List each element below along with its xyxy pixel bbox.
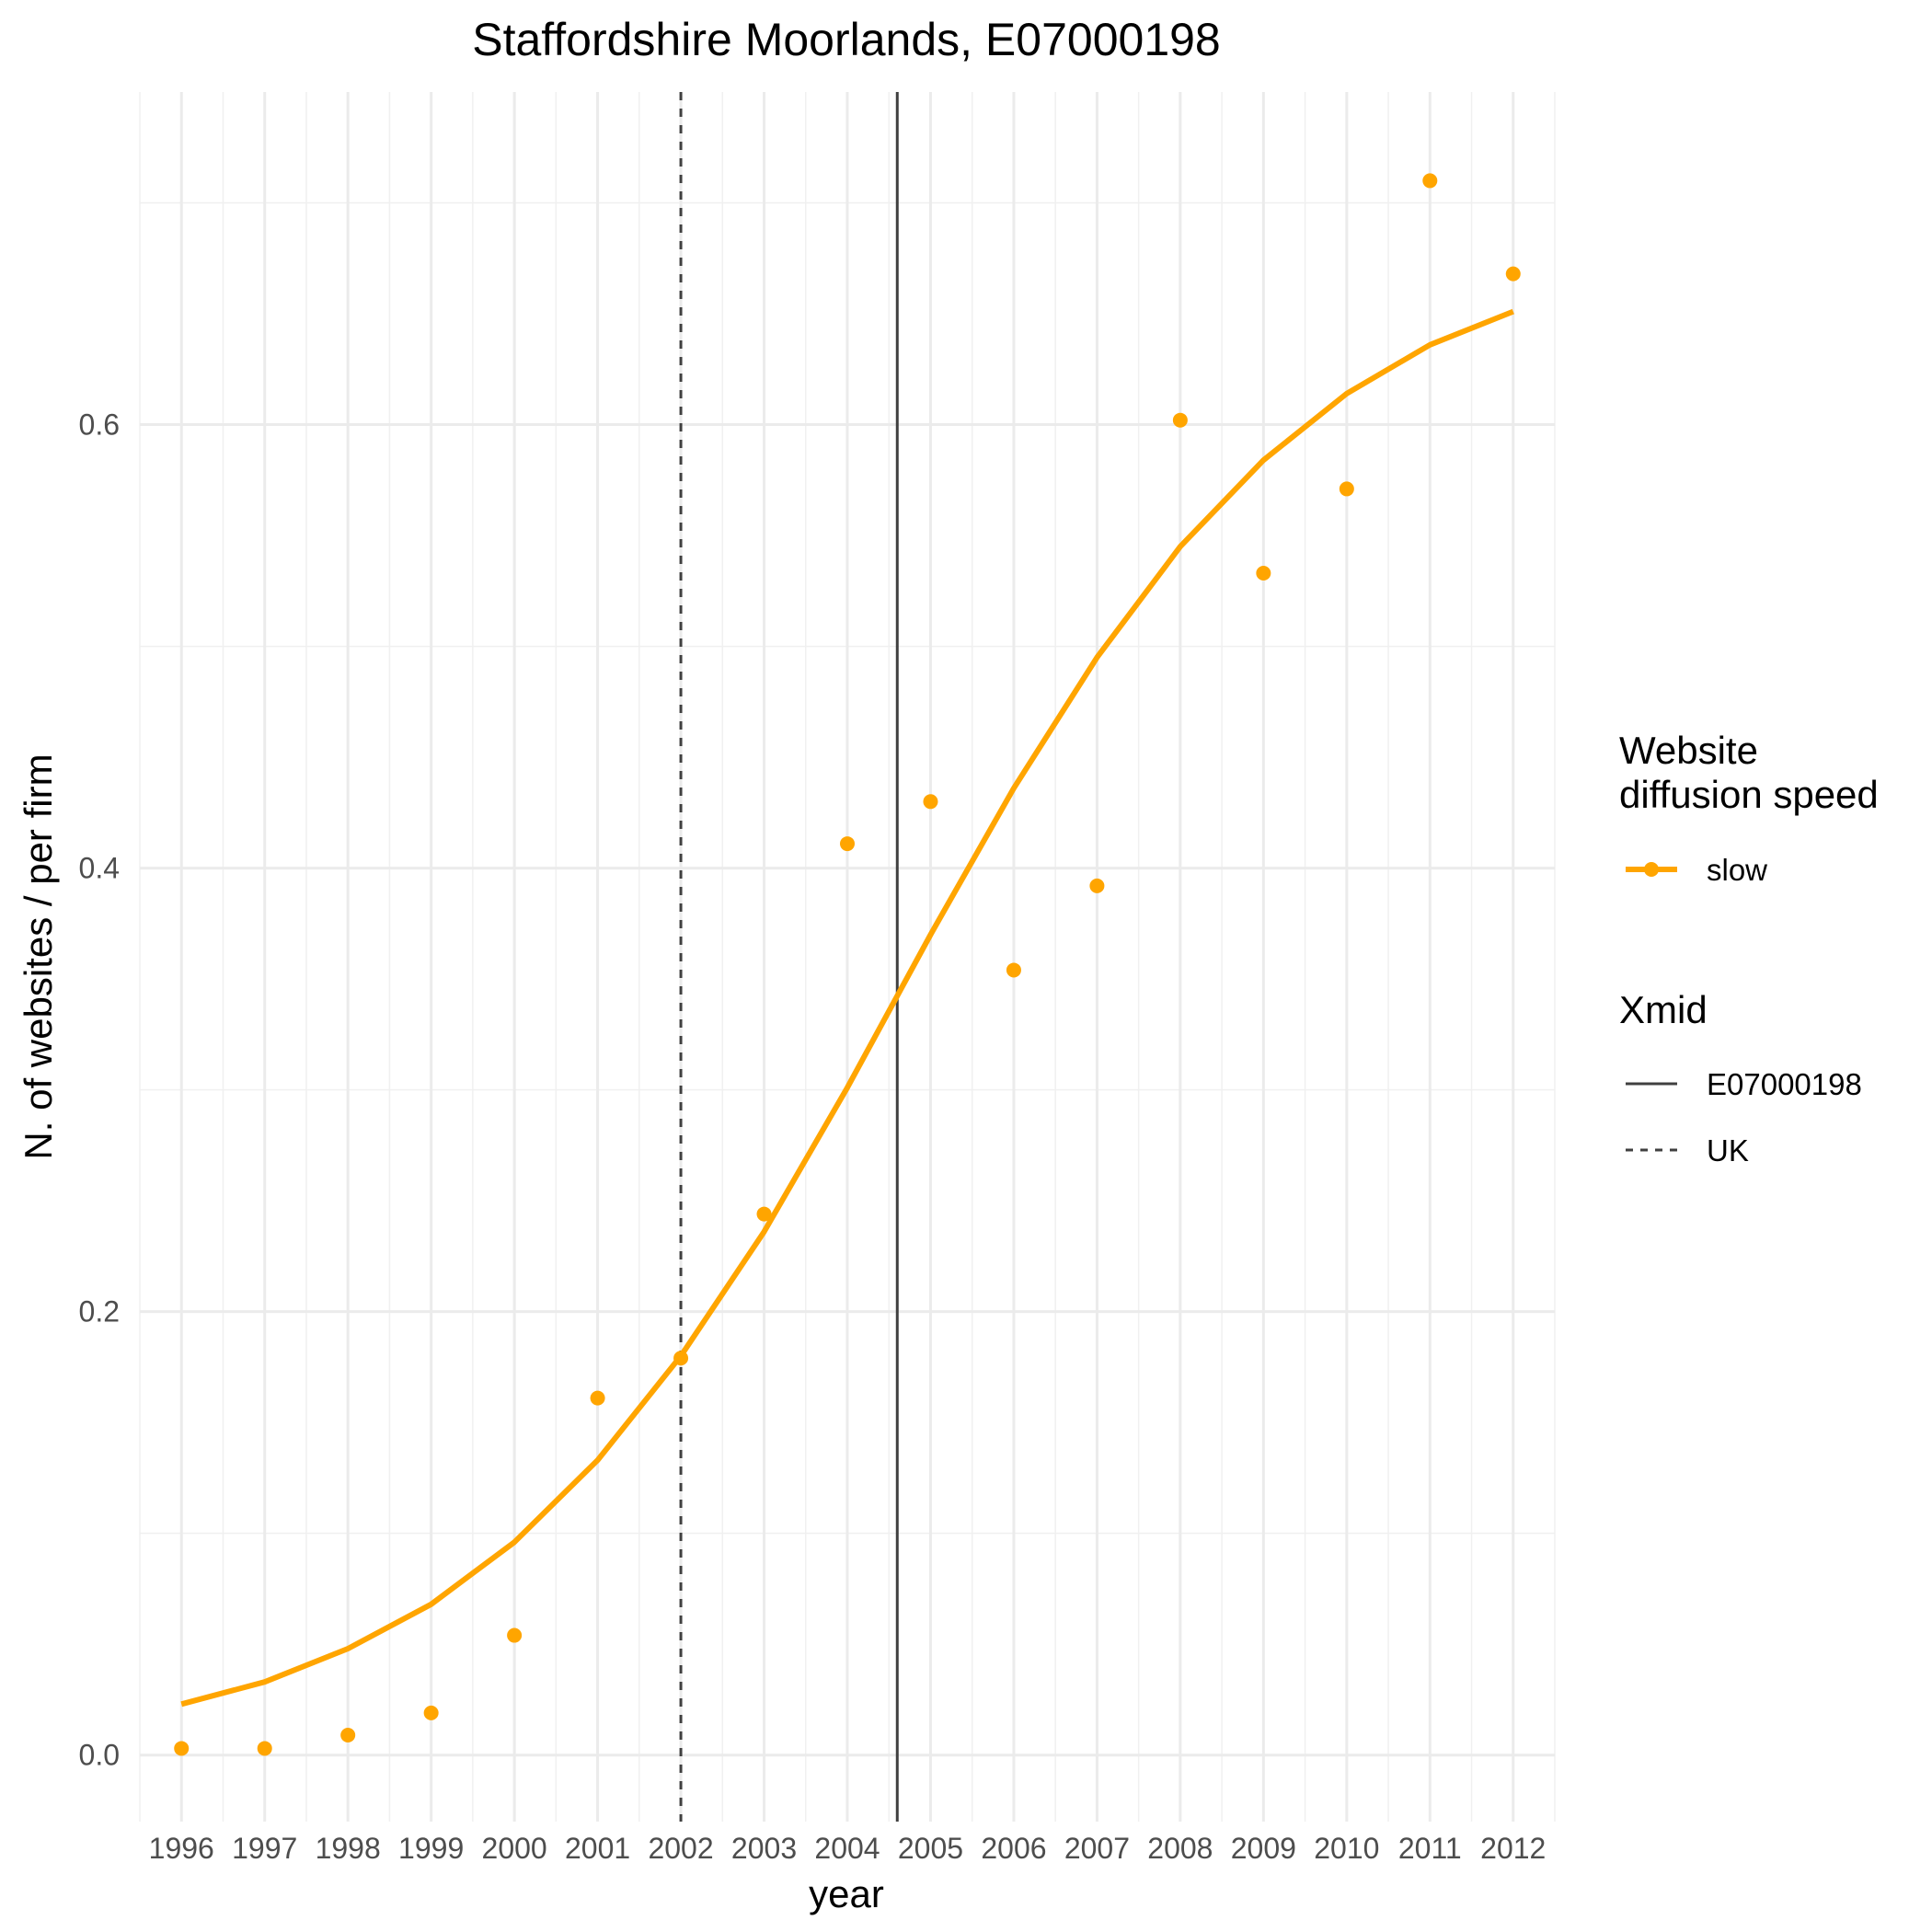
- data-point-2010: [1339, 481, 1354, 497]
- legend-speed: Website diffusion speed slow: [1619, 729, 1879, 887]
- chart-title: Staffordshire Moorlands, E07000198: [472, 14, 1221, 65]
- data-series: [174, 173, 1521, 1756]
- x-tick-label: 2012: [1480, 1832, 1546, 1865]
- x-tick-label: 2000: [482, 1832, 547, 1865]
- reference-lines: [679, 92, 899, 1822]
- x-tick-label: 1999: [398, 1832, 464, 1865]
- x-axis-ticks: 1996 1997 1998 1999 2000 2001 2002 2003 2004 2005…: [149, 1832, 1547, 1865]
- legend-uk-label: UK: [1707, 1133, 1749, 1167]
- x-tick-label: 2006: [981, 1832, 1046, 1865]
- data-point-2007: [1089, 878, 1105, 893]
- y-axis-ticks: 0.0 0.2 0.4 0.6: [79, 408, 120, 1772]
- x-tick-label: 2004: [814, 1832, 880, 1865]
- x-tick-label: 2009: [1231, 1832, 1296, 1865]
- legend-xmid: Xmid E07000198 UK: [1619, 988, 1862, 1167]
- legend-e07000198-label: E07000198: [1707, 1067, 1862, 1101]
- legend: Website diffusion speed slow Xmid E07000…: [1619, 729, 1879, 1167]
- x-tick-label: 2011: [1398, 1832, 1462, 1865]
- data-point-2012: [1505, 266, 1521, 282]
- x-tick-label: 2008: [1147, 1832, 1213, 1865]
- x-tick-label: 1998: [316, 1832, 381, 1865]
- data-point-2011: [1422, 173, 1438, 189]
- y-tick-label: 0.6: [79, 408, 120, 442]
- data-point-2003: [756, 1206, 772, 1222]
- legend-speed-title-line1: Website: [1619, 729, 1758, 772]
- legend-speed-title-line2: diffusion speed: [1619, 773, 1879, 816]
- data-point-2009: [1256, 566, 1271, 581]
- legend-slow-label: slow: [1707, 853, 1767, 887]
- data-point-2006: [1006, 962, 1021, 978]
- y-axis-title: N. of websites / per firm: [17, 753, 60, 1159]
- data-point-2000: [507, 1627, 523, 1643]
- data-point-2002: [673, 1351, 689, 1366]
- data-point-2008: [1172, 412, 1188, 428]
- x-tick-label: 2010: [1314, 1832, 1379, 1865]
- data-point-2005: [923, 794, 938, 810]
- x-tick-label: 2002: [648, 1832, 713, 1865]
- y-tick-label: 0.2: [79, 1295, 120, 1328]
- x-axis-title: year: [809, 1872, 884, 1915]
- data-point-2004: [840, 836, 855, 852]
- x-tick-label: 2005: [898, 1832, 963, 1865]
- x-tick-label: 2001: [565, 1832, 630, 1865]
- y-tick-label: 0.0: [79, 1739, 120, 1772]
- series-line-slow: [180, 308, 1514, 1708]
- data-point-1998: [340, 1728, 356, 1742]
- data-point-1996: [174, 1741, 190, 1756]
- y-tick-label: 0.4: [79, 852, 120, 885]
- data-point-1997: [257, 1741, 272, 1756]
- x-tick-label: 1996: [149, 1832, 214, 1865]
- legend-slow-key-point: [1644, 862, 1659, 877]
- x-tick-label: 1997: [232, 1832, 297, 1865]
- x-tick-label: 2007: [1064, 1832, 1130, 1865]
- data-point-2001: [590, 1390, 605, 1406]
- legend-xmid-title: Xmid: [1619, 988, 1708, 1031]
- data-point-1999: [423, 1705, 439, 1720]
- x-tick-label: 2003: [731, 1832, 797, 1865]
